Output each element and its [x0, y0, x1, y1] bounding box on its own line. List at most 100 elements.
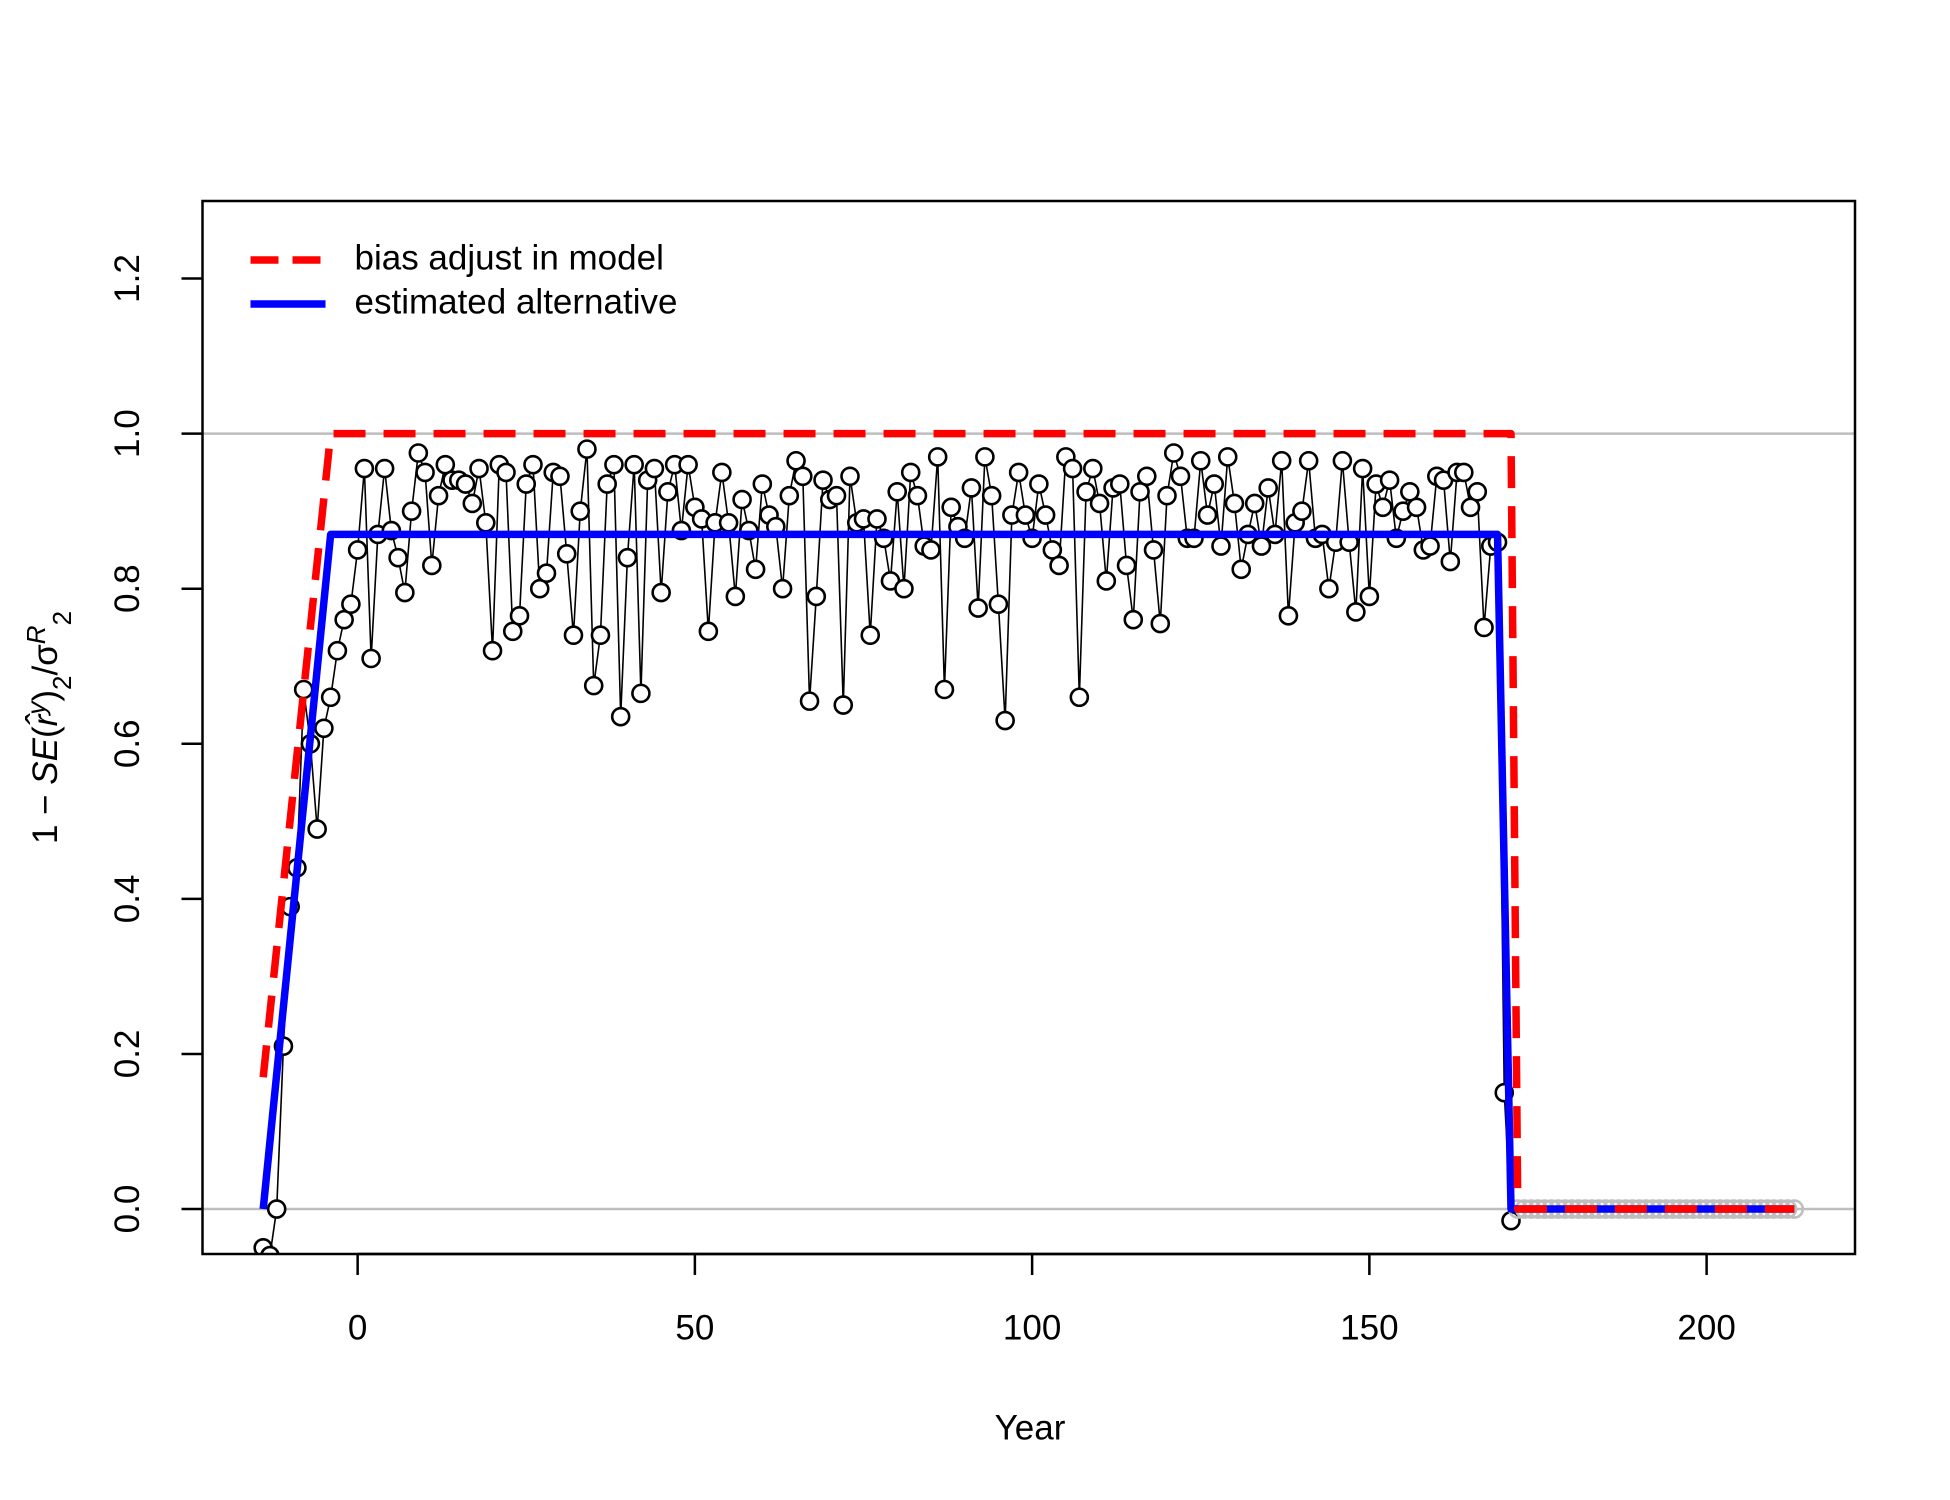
y-axis-label-part: σ [26, 644, 65, 666]
y-axis-label-part: SE [26, 737, 65, 784]
point [1170, 466, 1191, 487]
y-tick-label: 0.0 [108, 1185, 147, 1234]
point [712, 462, 732, 483]
point [961, 478, 982, 498]
point [975, 447, 995, 467]
point [1143, 540, 1164, 560]
point [1150, 613, 1171, 634]
point [1008, 462, 1029, 483]
point [651, 582, 671, 603]
y-tick-label: 0.4 [108, 875, 147, 924]
point [1406, 497, 1427, 518]
point [354, 458, 375, 479]
point [968, 598, 988, 618]
point [1204, 474, 1225, 494]
point [475, 512, 496, 533]
point [563, 625, 584, 646]
point [678, 454, 698, 475]
point [1083, 458, 1103, 479]
point [1110, 474, 1130, 494]
point [833, 695, 854, 715]
point [631, 683, 651, 704]
point [408, 443, 429, 463]
point [1258, 478, 1278, 498]
point [462, 493, 483, 514]
y-tick-label: 1.2 [108, 254, 147, 303]
point [718, 512, 739, 533]
point [1157, 485, 1177, 506]
point [698, 621, 719, 642]
point [314, 718, 334, 739]
point [1123, 609, 1144, 630]
x-tick-label: 50 [675, 1308, 714, 1347]
point [1453, 462, 1474, 483]
point [658, 481, 678, 502]
point [1467, 481, 1488, 502]
point [523, 454, 543, 475]
legend-label: bias adjust in model [355, 238, 664, 277]
point [934, 679, 955, 700]
point [604, 454, 624, 475]
point [610, 706, 631, 727]
point [395, 582, 415, 603]
point [469, 458, 489, 479]
point [401, 501, 422, 521]
y-axis-label-part: 2 [47, 676, 77, 690]
point [907, 485, 928, 506]
x-axis-label: Year [995, 1408, 1066, 1447]
point [1035, 505, 1056, 525]
point [799, 691, 820, 711]
point [1319, 578, 1339, 599]
point [388, 547, 408, 568]
point [341, 594, 361, 615]
plot-area [253, 429, 1805, 1254]
point [779, 485, 800, 506]
point [590, 625, 611, 646]
point [1474, 617, 1494, 638]
point [927, 447, 948, 467]
point [772, 578, 793, 599]
point [374, 458, 395, 479]
point [732, 489, 752, 510]
x-tick-label: 150 [1340, 1308, 1398, 1347]
point [921, 540, 941, 560]
point [550, 466, 570, 487]
point [840, 466, 860, 487]
point [1015, 505, 1036, 525]
point [624, 454, 644, 475]
point [867, 509, 887, 529]
point [482, 640, 503, 661]
point [1076, 481, 1096, 502]
point [1163, 443, 1184, 463]
point [1440, 551, 1461, 572]
point [570, 501, 591, 521]
point [1096, 571, 1117, 591]
point [347, 540, 368, 560]
y-tick-label: 0.2 [108, 1030, 147, 1079]
point [260, 1245, 280, 1254]
point [806, 586, 827, 607]
point [1298, 450, 1319, 471]
y-axis-label-part: 2 [47, 611, 77, 625]
y-axis-label-part: ( [26, 726, 65, 738]
point [725, 586, 746, 607]
point [1029, 474, 1049, 494]
point [266, 1199, 287, 1219]
point [826, 485, 847, 506]
point [556, 544, 577, 564]
point [1346, 602, 1366, 622]
x-tick-label: 100 [1003, 1308, 1061, 1347]
point [813, 470, 833, 490]
point [1359, 586, 1380, 607]
point [1292, 501, 1312, 521]
legend-label: estimated alternative [355, 282, 678, 321]
point [516, 474, 537, 494]
point [455, 474, 476, 494]
point [860, 625, 881, 646]
x-tick-label: 0 [348, 1308, 367, 1347]
point [752, 474, 773, 494]
y-tick-label: 1.0 [108, 409, 147, 458]
point [1197, 505, 1218, 525]
y-tick-label: 0.6 [108, 719, 147, 768]
point [1271, 450, 1292, 471]
